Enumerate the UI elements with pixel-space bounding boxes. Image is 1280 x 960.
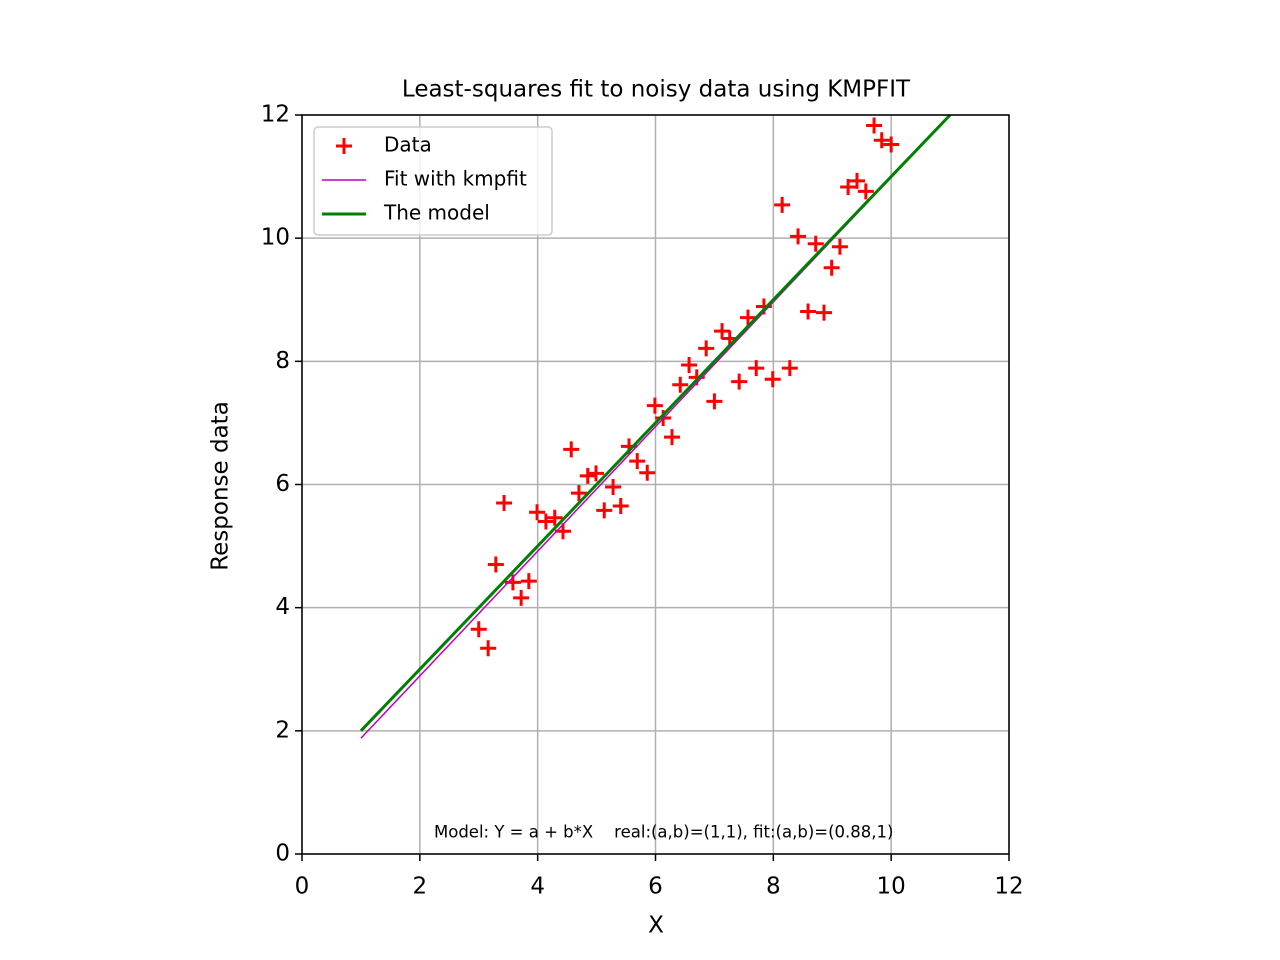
x-tick-label: 12 bbox=[994, 874, 1023, 900]
x-tick-label: 10 bbox=[877, 874, 906, 900]
fit-line bbox=[359, 113, 952, 732]
annotation: Model: Y = a + b*X real:(a,b)=(1,1), fit… bbox=[434, 823, 893, 842]
data-point bbox=[470, 621, 487, 638]
data-point bbox=[520, 573, 537, 590]
data-point bbox=[883, 136, 900, 153]
y-tick-label: 0 bbox=[275, 841, 290, 867]
data-point bbox=[663, 429, 680, 446]
x-tick-label: 4 bbox=[530, 874, 545, 900]
data-point bbox=[807, 235, 824, 252]
data-point bbox=[579, 467, 596, 484]
chart-title: Least-squares fit to noisy data using KM… bbox=[402, 77, 911, 103]
data-point bbox=[873, 132, 890, 149]
legend-label: Fit with kmpfit bbox=[384, 167, 527, 191]
data-point bbox=[739, 309, 756, 326]
data-point bbox=[629, 453, 646, 470]
data-point bbox=[866, 117, 883, 134]
data-point bbox=[831, 238, 848, 255]
y-tick-label: 6 bbox=[275, 471, 290, 497]
data-point bbox=[672, 376, 689, 393]
data-point bbox=[546, 509, 563, 526]
data-point bbox=[706, 393, 723, 410]
y-tick-label: 4 bbox=[275, 594, 290, 620]
y-tick-label: 12 bbox=[261, 102, 290, 128]
data-point bbox=[800, 303, 817, 320]
data-point bbox=[480, 640, 497, 657]
y-tick-label: 2 bbox=[275, 717, 290, 743]
data-point bbox=[681, 357, 698, 374]
data-point bbox=[748, 360, 765, 377]
data-point bbox=[848, 172, 865, 189]
x-tick-label: 6 bbox=[648, 874, 663, 900]
data-point bbox=[731, 373, 748, 390]
x-tick-label: 2 bbox=[413, 874, 428, 900]
y-tick-label: 10 bbox=[261, 225, 290, 251]
legend-marker bbox=[336, 138, 352, 154]
x-tick-label: 0 bbox=[295, 874, 310, 900]
data-point bbox=[596, 502, 613, 519]
data-point bbox=[529, 504, 546, 521]
plot-frame bbox=[301, 114, 1010, 855]
data-point bbox=[816, 304, 833, 321]
data-point bbox=[714, 323, 731, 340]
data-point bbox=[781, 360, 798, 377]
legend-label: Data bbox=[384, 133, 432, 157]
data-point bbox=[698, 340, 715, 357]
data-point bbox=[487, 556, 504, 573]
data-point bbox=[764, 371, 781, 388]
data-point bbox=[774, 196, 791, 213]
y-axis-label: Response data bbox=[208, 401, 234, 571]
data-point bbox=[612, 498, 629, 515]
x-axis-label: X bbox=[648, 913, 664, 939]
data-point bbox=[646, 397, 663, 414]
data-point bbox=[537, 513, 554, 530]
data-point bbox=[570, 485, 587, 502]
data-point bbox=[563, 441, 580, 458]
data-point bbox=[857, 183, 874, 200]
data-point bbox=[555, 523, 572, 540]
x-tick-label: 8 bbox=[766, 874, 781, 900]
legend-box bbox=[313, 126, 553, 236]
legend-label: The model bbox=[383, 201, 490, 225]
data-point bbox=[605, 478, 622, 495]
data-point bbox=[513, 589, 530, 606]
data-point bbox=[790, 228, 807, 245]
y-tick-label: 8 bbox=[275, 348, 290, 374]
data-point bbox=[840, 179, 857, 196]
data-point bbox=[639, 464, 656, 481]
data-point bbox=[823, 259, 840, 276]
data-point bbox=[496, 494, 513, 511]
data-point bbox=[587, 465, 604, 482]
